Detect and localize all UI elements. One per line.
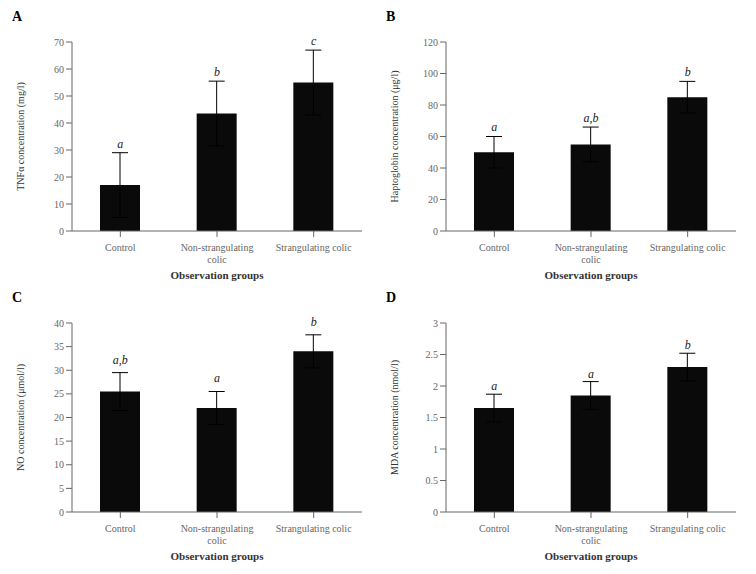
svg-text:b: b: [685, 338, 691, 352]
svg-text:Non-strangulatingcolic: Non-strangulatingcolic: [181, 242, 254, 265]
svg-text:a,b: a,b: [584, 111, 599, 125]
svg-text:60: 60: [54, 64, 64, 75]
svg-text:b: b: [311, 315, 317, 329]
svg-text:2: 2: [433, 381, 438, 392]
svg-text:Observation groups: Observation groups: [544, 550, 638, 562]
svg-text:35: 35: [54, 341, 64, 352]
svg-text:120: 120: [423, 37, 438, 48]
svg-text:3: 3: [433, 318, 438, 329]
svg-text:a,b: a,b: [113, 353, 128, 367]
svg-text:10: 10: [54, 199, 64, 210]
svg-text:40: 40: [428, 163, 438, 174]
svg-text:0: 0: [59, 507, 64, 518]
svg-text:a: a: [588, 367, 594, 381]
svg-text:Observation groups: Observation groups: [170, 269, 264, 281]
svg-text:MDA concentration (nmol/l): MDA concentration (nmol/l): [389, 360, 401, 475]
svg-text:80: 80: [428, 100, 438, 111]
svg-text:1.5: 1.5: [426, 412, 439, 423]
svg-text:Observation groups: Observation groups: [170, 550, 264, 562]
html-text:D: D: [386, 290, 397, 305]
svg-text:b: b: [214, 65, 220, 79]
svg-text:a: a: [214, 371, 220, 385]
svg-text:1: 1: [433, 444, 438, 455]
svg-text:0: 0: [59, 226, 64, 237]
svg-text:a: a: [491, 379, 497, 393]
svg-text:NO concentration (μmol/l): NO concentration (μmol/l): [15, 364, 27, 471]
svg-text:40: 40: [54, 118, 64, 129]
svg-text:Control: Control: [479, 242, 510, 253]
svg-text:Non-strangulatingcolic: Non-strangulatingcolic: [555, 242, 628, 265]
svg-text:40: 40: [54, 318, 64, 329]
svg-text:0: 0: [433, 226, 438, 237]
svg-text:Non-strangulatingcolic: Non-strangulatingcolic: [555, 523, 628, 546]
svg-text:Control: Control: [105, 523, 136, 534]
svg-text:Observation groups: Observation groups: [544, 269, 638, 281]
svg-text:30: 30: [54, 145, 64, 156]
svg-text:20: 20: [54, 412, 64, 423]
svg-text:100: 100: [423, 68, 438, 79]
svg-text:Non-strangulatingcolic: Non-strangulatingcolic: [181, 523, 254, 546]
svg-text:2.5: 2.5: [426, 349, 439, 360]
svg-text:20: 20: [428, 194, 438, 205]
svg-text:Control: Control: [105, 242, 136, 253]
svg-text:Control: Control: [479, 523, 510, 534]
html-text:A: A: [12, 9, 23, 24]
svg-text:a: a: [491, 120, 497, 134]
svg-text:50: 50: [54, 91, 64, 102]
svg-text:0.5: 0.5: [426, 475, 439, 486]
svg-text:c: c: [311, 34, 317, 48]
svg-text:20: 20: [54, 172, 64, 183]
svg-text:60: 60: [428, 131, 438, 142]
html-text:C: C: [12, 290, 23, 305]
svg-text:b: b: [685, 65, 691, 79]
svg-text:70: 70: [54, 37, 64, 48]
svg-text:5: 5: [59, 483, 64, 494]
svg-text:a: a: [117, 137, 123, 151]
svg-text:15: 15: [54, 436, 64, 447]
svg-text:Strangulating colic: Strangulating colic: [650, 523, 726, 534]
svg-text:10: 10: [54, 459, 64, 470]
svg-text:Strangulating colic: Strangulating colic: [276, 523, 352, 534]
svg-text:25: 25: [54, 388, 64, 399]
svg-text:Strangulating colic: Strangulating colic: [276, 242, 352, 253]
svg-text:TNFα concentration (mg/l): TNFα concentration (mg/l): [15, 82, 27, 191]
svg-text:0: 0: [433, 507, 438, 518]
svg-text:30: 30: [54, 365, 64, 376]
html-text:B: B: [386, 9, 396, 24]
svg-text:Strangulating colic: Strangulating colic: [650, 242, 726, 253]
svg-text:Haptoglobin concentration (μg/: Haptoglobin concentration (μg/l): [389, 71, 401, 203]
